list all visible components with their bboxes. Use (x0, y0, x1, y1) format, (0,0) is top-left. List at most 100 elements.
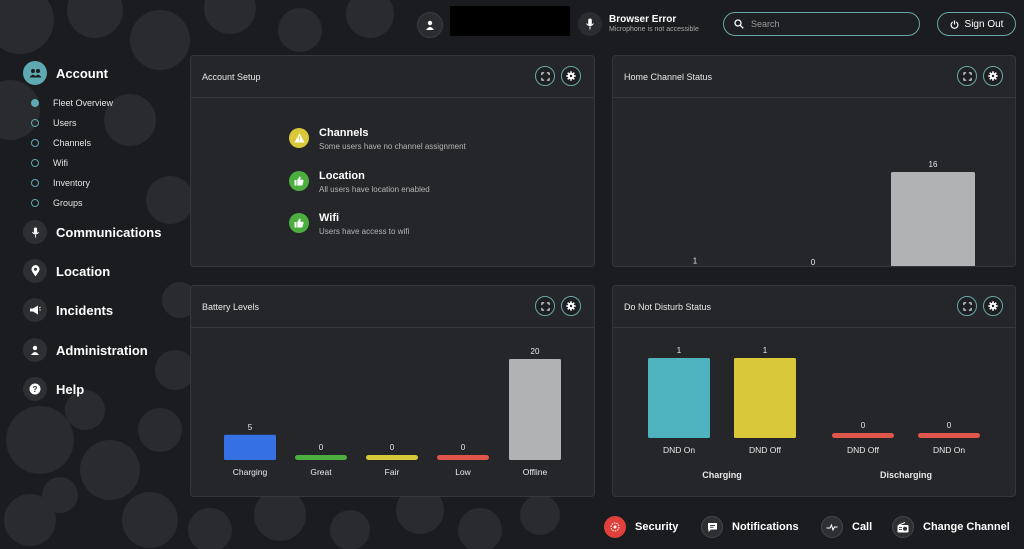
bar-value-label: 5 (248, 423, 253, 432)
nav-account[interactable]: Account (23, 61, 108, 85)
notifications-button[interactable]: Notifications (701, 516, 799, 538)
bar-category-label: Low (455, 467, 471, 477)
account-setup-panel: Account Setup Channels Some users have n… (190, 55, 595, 267)
battery-levels-chart: 5 Charging 0 Great 0 Fair 0 Low 20 Offline (224, 347, 561, 477)
svg-text:?: ? (33, 385, 38, 394)
nav-incidents[interactable]: Incidents (23, 298, 113, 322)
nav-users[interactable]: Users (31, 118, 77, 128)
bar-category-label: DND Off (847, 445, 880, 455)
bar-category-label: DND Off (749, 445, 782, 455)
expand-icon (962, 71, 972, 81)
nav-wifi-label: Wifi (53, 158, 68, 168)
bar-dnd-on (648, 358, 710, 438)
status-item-location: Location All users have location enabled (289, 170, 430, 194)
panel-title: Do Not Disturb Status (624, 302, 712, 312)
call-label: Call (852, 521, 873, 533)
group-label: Charging (702, 470, 742, 480)
status-title: Channels (319, 127, 369, 139)
nav-help[interactable]: ? Help (23, 377, 84, 401)
warning-icon (289, 128, 309, 148)
nav-help-label: Help (56, 381, 85, 397)
bar-dnd-on (918, 433, 980, 438)
bar-great (295, 455, 347, 460)
megaphone-icon (23, 298, 47, 322)
security-label: Security (635, 521, 679, 533)
security-button[interactable]: Security (604, 516, 678, 538)
browser-error-title: Browser Error (609, 14, 677, 25)
gear-icon (566, 71, 576, 81)
bar-unconfigured (891, 172, 975, 266)
nav-administration[interactable]: Administration (23, 338, 148, 362)
expand-button[interactable] (535, 66, 555, 86)
nav-administration-label: Administration (56, 342, 148, 358)
user-icon (426, 20, 434, 30)
nav-users-label: Users (53, 118, 77, 128)
expand-button[interactable] (957, 66, 977, 86)
nav-channels[interactable]: Channels (31, 138, 91, 148)
call-button[interactable]: Call (821, 516, 872, 538)
bar-dnd-off (832, 433, 894, 438)
bar-value-label: 1 (693, 257, 698, 266)
change-channel-label: Change Channel (923, 521, 1010, 533)
power-icon (950, 19, 958, 29)
panel-title: Battery Levels (202, 302, 260, 312)
bar-value-label: 0 (811, 258, 816, 266)
expand-button[interactable] (535, 296, 555, 316)
bar-dnd-off (734, 358, 796, 438)
bar-value-label: 1 (763, 346, 768, 355)
settings-button[interactable] (983, 296, 1003, 316)
nav-wifi[interactable]: Wifi (31, 158, 68, 168)
nav-location[interactable]: Location (23, 259, 110, 283)
nav-fleet-overview[interactable]: Fleet Overview (31, 98, 113, 108)
bar-value-label: 20 (531, 347, 540, 356)
search-icon (734, 19, 744, 29)
status-desc: Users have access to wifi (319, 227, 410, 236)
sign-out-button[interactable]: Sign Out (937, 12, 1016, 36)
users-icon (23, 61, 47, 85)
settings-button[interactable] (561, 66, 581, 86)
radio-icon (892, 516, 914, 538)
nav-communications[interactable]: Communications (23, 220, 161, 244)
user-avatar-button[interactable] (417, 12, 443, 38)
nav-inventory[interactable]: Inventory (31, 178, 90, 188)
nav-channels-label: Channels (53, 138, 92, 148)
bar-value-label: 0 (861, 421, 866, 430)
bar-category-label: DND On (663, 445, 695, 455)
search-box[interactable] (723, 12, 920, 36)
gear-icon (566, 301, 576, 311)
panel-title: Account Setup (202, 72, 261, 82)
notifications-label: Notifications (732, 521, 799, 533)
search-input[interactable] (751, 19, 901, 29)
nav-fleet-overview-label: Fleet Overview (53, 98, 114, 108)
bar-value-label: 0 (390, 443, 395, 452)
microphone-icon (586, 18, 594, 30)
nav-account-label: Account (56, 65, 108, 81)
radio-dot-icon (31, 199, 39, 207)
nav-inventory-label: Inventory (53, 178, 91, 188)
status-title: Location (319, 170, 365, 182)
bar-category-label: Great (310, 467, 332, 477)
nav-location-label: Location (56, 263, 111, 279)
security-alarm-icon (604, 516, 626, 538)
radio-dot-icon (31, 179, 39, 187)
bar-charging (224, 434, 276, 460)
bar-value-label: 0 (319, 443, 324, 452)
bar-value-label: 1 (677, 346, 682, 355)
microphone-button[interactable] (578, 12, 602, 36)
gear-icon (988, 301, 998, 311)
thumbs-up-icon (289, 171, 309, 191)
panel-header: Home Channel Status (613, 56, 1015, 98)
expand-button[interactable] (957, 296, 977, 316)
settings-button[interactable] (561, 296, 581, 316)
change-channel-button[interactable]: Change Channel (892, 516, 1010, 538)
status-item-wifi: Wifi Users have access to wifi (289, 212, 409, 236)
expand-icon (540, 301, 550, 311)
bar-value-label: 0 (947, 421, 952, 430)
thumbs-up-icon (289, 213, 309, 233)
settings-button[interactable] (983, 66, 1003, 86)
nav-groups[interactable]: Groups (31, 198, 83, 208)
status-title: Wifi (319, 212, 340, 224)
radio-dot-icon (31, 159, 39, 167)
status-desc: Some users have no channel assignment (319, 142, 466, 151)
bar-category-label: Offline (523, 467, 548, 477)
